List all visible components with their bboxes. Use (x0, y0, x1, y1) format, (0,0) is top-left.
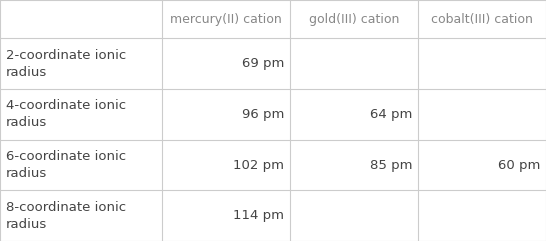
Text: 96 pm: 96 pm (242, 108, 284, 121)
Text: 4-coordinate ionic
radius: 4-coordinate ionic radius (6, 100, 126, 129)
Text: gold(III) cation: gold(III) cation (309, 13, 400, 26)
Text: mercury(II) cation: mercury(II) cation (170, 13, 282, 26)
Text: 2-coordinate ionic
radius: 2-coordinate ionic radius (6, 49, 126, 79)
Text: 114 pm: 114 pm (233, 209, 284, 222)
Text: 60 pm: 60 pm (497, 159, 540, 172)
Text: 69 pm: 69 pm (242, 57, 284, 70)
Text: 6-coordinate ionic
radius: 6-coordinate ionic radius (6, 150, 126, 180)
Text: 85 pm: 85 pm (370, 159, 412, 172)
Text: 64 pm: 64 pm (370, 108, 412, 121)
Text: 102 pm: 102 pm (233, 159, 284, 172)
Text: cobalt(III) cation: cobalt(III) cation (431, 13, 533, 26)
Text: 8-coordinate ionic
radius: 8-coordinate ionic radius (6, 201, 126, 231)
